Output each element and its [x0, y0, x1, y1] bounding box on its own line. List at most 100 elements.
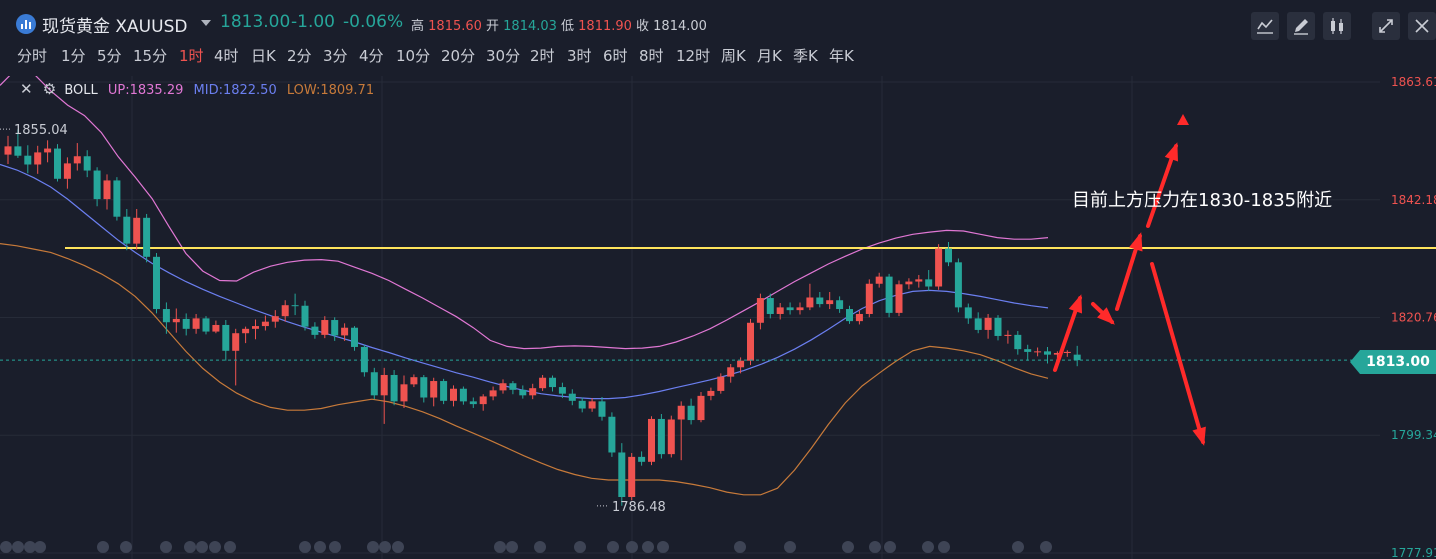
candle-body: [1044, 351, 1051, 355]
candle-style-button[interactable]: [1323, 12, 1351, 40]
time-marker-icon: [494, 541, 506, 553]
candle-body: [291, 305, 299, 307]
candle-body: [430, 381, 438, 398]
candle-body: [450, 388, 457, 401]
tf-8h[interactable]: 8时: [639, 47, 664, 65]
tf-weekly[interactable]: 周K: [721, 47, 746, 65]
time-marker-icon: [1040, 541, 1052, 553]
candle-body: [4, 146, 12, 155]
symbol-chart-icon: [16, 14, 36, 34]
tf-3min[interactable]: 3分: [323, 47, 348, 65]
collapse-icon: [1379, 19, 1393, 33]
tf-12h[interactable]: 12时: [676, 47, 711, 65]
low-label: 低: [561, 19, 575, 34]
candle-body: [964, 307, 972, 319]
candle-body: [489, 390, 497, 397]
low-value: 1811.90: [578, 19, 632, 34]
candle-body: [1034, 351, 1042, 353]
candle-body: [54, 148, 61, 179]
candle-body: [747, 322, 754, 361]
tf-4h[interactable]: 4时: [214, 47, 239, 65]
close-label: 收: [636, 19, 650, 34]
collapse-button[interactable]: [1372, 12, 1400, 40]
close-chart-button[interactable]: [1408, 12, 1436, 40]
tf-1h[interactable]: 1时: [179, 47, 204, 65]
indicator-settings-icon[interactable]: ⚙: [42, 80, 57, 98]
candle-body: [529, 388, 537, 396]
candle-body: [935, 248, 943, 287]
price-axis-label: 1799.34: [1391, 428, 1436, 442]
time-marker-icon: [869, 541, 881, 553]
forecast-arrow-head: [1068, 294, 1083, 314]
tf-2min[interactable]: 2分: [287, 47, 312, 65]
tf-15min[interactable]: 15分: [133, 47, 168, 65]
candle-body: [63, 163, 71, 179]
time-marker-icon: [379, 541, 391, 553]
price-axis: 1863.61 1842.18 1820.76 1799.34 1777.91: [1391, 76, 1436, 559]
candle-body: [281, 305, 289, 317]
tf-3h[interactable]: 3时: [567, 47, 592, 65]
candle-body: [133, 217, 141, 244]
price-axis-label: 1863.61: [1391, 76, 1436, 89]
time-marker-icon: [642, 541, 654, 553]
price-chart[interactable]: 1863.61 1842.18 1820.76 1799.34 1777.91 1855…: [0, 76, 1436, 559]
indicator-legend: ✕ ⚙ BOLL UP:1835.29 MID:1822.50 LOW:1809…: [20, 80, 374, 98]
candle-body: [717, 376, 725, 391]
tf-30min[interactable]: 30分: [486, 47, 521, 65]
candle-body: [727, 367, 735, 377]
candle-body: [974, 318, 982, 330]
symbol-dropdown-icon[interactable]: [201, 20, 211, 26]
ohlc-high: 高 1815.60: [411, 15, 482, 34]
time-marker-icon: [160, 541, 172, 553]
tf-2h[interactable]: 2时: [530, 47, 555, 65]
tf-6h[interactable]: 6时: [603, 47, 628, 65]
time-marker-icon: [196, 541, 208, 553]
time-marker-icon: [884, 541, 896, 553]
line-chart-icon: [1257, 19, 1273, 34]
candle-body: [202, 318, 210, 332]
candle-body: [855, 313, 863, 322]
candle-body: [261, 321, 269, 327]
candle-body: [182, 318, 190, 329]
time-marker-icon: [0, 541, 12, 553]
tf-monthly[interactable]: 月K: [757, 47, 782, 65]
price-change: -1.00: [291, 12, 335, 32]
forecast-arrow-shaft: [1146, 144, 1178, 228]
candle-body: [440, 381, 448, 401]
tf-daily[interactable]: 日K: [251, 47, 276, 65]
candle-body: [172, 318, 180, 323]
tf-10min[interactable]: 10分: [396, 47, 431, 65]
tf-5min[interactable]: 5分: [97, 47, 122, 65]
symbol-name[interactable]: 现货黄金 XAUUSD: [42, 17, 188, 37]
candle-body: [875, 276, 883, 284]
candle-body: [24, 155, 32, 165]
time-marker-icon: [12, 541, 24, 553]
candle-body: [657, 418, 665, 455]
last-price: 1813.00: [220, 12, 291, 32]
time-marker-icon: [657, 541, 669, 553]
current-price-tag: 1813.00: [1350, 350, 1436, 374]
line-chart-button[interactable]: [1251, 12, 1279, 40]
price-axis-label: 1777.91: [1391, 546, 1436, 559]
tf-quarterly[interactable]: 季K: [793, 47, 818, 65]
tf-fenshi[interactable]: 分时: [17, 47, 48, 65]
candle-body: [162, 309, 170, 323]
candle-body: [519, 389, 527, 396]
boll-up-value: UP:1835.29: [107, 83, 184, 98]
candle-body: [153, 256, 160, 310]
tf-20min[interactable]: 20分: [441, 47, 476, 65]
open-value: 1814.03: [503, 19, 557, 34]
tf-yearly[interactable]: 年K: [829, 47, 854, 65]
time-marker-icon: [784, 541, 796, 553]
candle-body: [994, 317, 1002, 336]
candle-body: [549, 377, 556, 388]
remove-indicator-icon[interactable]: ✕: [20, 80, 33, 98]
draw-button[interactable]: [1287, 12, 1315, 40]
time-marker-icon: [329, 541, 341, 553]
tf-4min[interactable]: 4分: [359, 47, 384, 65]
price-axis-label: 1820.76: [1391, 311, 1436, 325]
candle-body: [608, 416, 616, 453]
candle-body: [677, 405, 685, 420]
tf-1min[interactable]: 1分: [61, 47, 86, 65]
high-value: 1815.60: [428, 19, 482, 34]
